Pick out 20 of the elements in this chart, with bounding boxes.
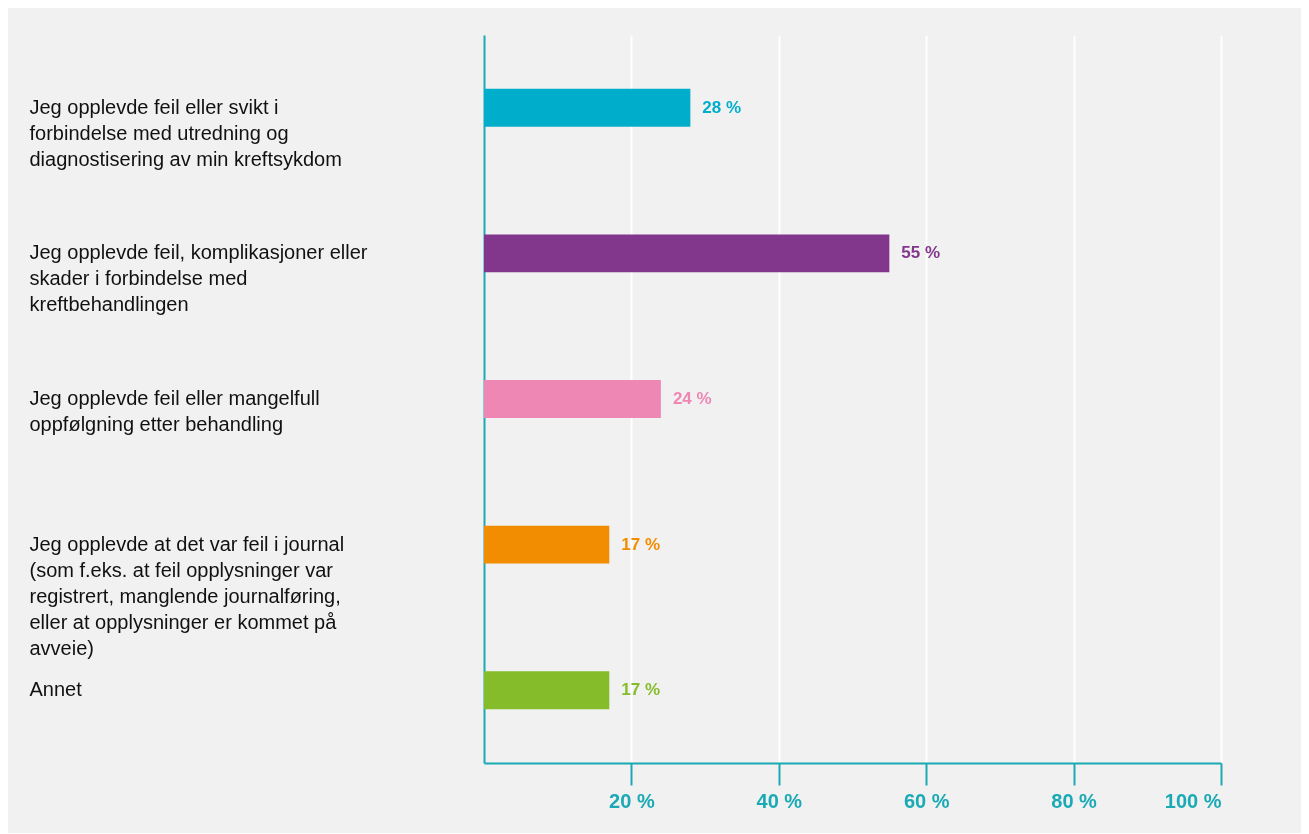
bar (484, 380, 661, 418)
data-label: 24 % (672, 389, 712, 408)
bar (484, 234, 890, 273)
data-label: 17 % (621, 680, 661, 700)
x-tick-label: 60 % (903, 789, 950, 812)
data-label: 28 % (702, 97, 742, 117)
bar (484, 88, 691, 127)
y-tick-label: Jeg opplevde feil eller svikt i forbindelse med utredning og diagnostisering av min kreftsykdom (29, 95, 342, 170)
bar (484, 525, 610, 564)
data-label: 17 % (621, 534, 661, 554)
x-tick-label: 40 % (756, 789, 803, 812)
x-tick-label: 20 % (609, 789, 655, 812)
y-tick-label: Jeg opplevde at det var feil i journal (som f.eks. at feil opplysninger var registrert, manglende journalføring, eller at opplysninger er kommet på avveie) (29, 532, 345, 659)
bar (484, 671, 610, 710)
y-tick-label: Jeg opplevde feil eller mangelfull oppfølgning etter behandling (29, 387, 320, 435)
y-tick-label: Annet (29, 678, 83, 701)
x-tick-label: 100 % (1164, 789, 1222, 812)
data-label: 55 % (901, 243, 941, 263)
x-tick-label: 80 % (1051, 789, 1098, 812)
y-tick-label: Jeg opplevde feil, komplikasjoner eller skader i forbindelse med kreftbehandlingen (29, 241, 368, 316)
